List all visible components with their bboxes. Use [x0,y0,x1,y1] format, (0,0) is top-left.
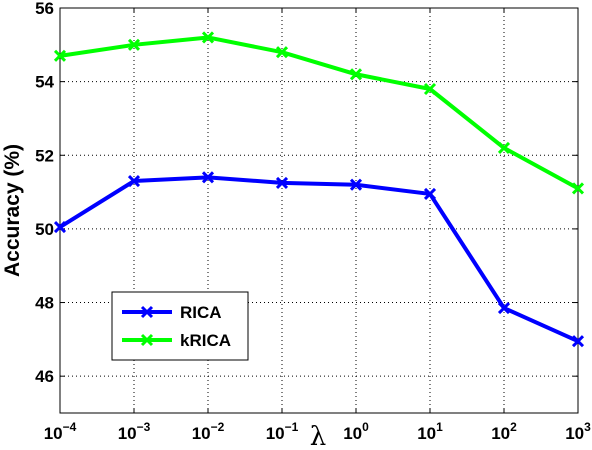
data-point-marker [349,178,363,191]
data-point-marker [127,174,141,188]
x-tick-label: 10−3 [118,420,151,443]
data-point-marker [275,176,289,189]
x-tick-label: 101 [417,420,443,443]
legend-item-rica: RICA [122,303,222,322]
data-point-marker [53,49,67,62]
legend-box [111,291,249,361]
data-point-marker [201,31,215,44]
data-point-marker [53,221,67,234]
series-krica [53,31,585,195]
x-tick-label: 102 [491,420,517,443]
y-tick-label: 48 [35,294,54,313]
data-point-marker [140,333,154,347]
legend: RICA kRICA [111,291,249,361]
y-tick-label: 56 [35,0,54,18]
data-point-marker [127,38,141,51]
axis-ticks: 10−4 10−3 10−2 10−1 100 101 102 103 46 48 50 52 54 56 [35,0,591,443]
x-tick-label: 10−1 [266,420,299,443]
data-point-marker [497,302,511,315]
data-point-marker [423,187,437,200]
data-point-marker [423,82,437,96]
legend-label: kRICA [180,331,231,350]
x-tick-label: 10−4 [44,420,77,443]
x-tick-label: 10−2 [192,420,225,443]
data-point-marker [201,171,215,184]
y-tick-label: 46 [35,367,54,386]
y-tick-label: 52 [35,146,54,165]
plot-frame [59,7,579,414]
data-point-marker [349,68,363,81]
data-point-marker [497,141,511,154]
y-axis-label: Accuracy (%) [1,144,24,277]
series-line [59,35,579,191]
legend-label: RICA [180,303,222,322]
x-axis-label: λ [310,422,326,450]
legend-item-krica: kRICA [122,331,231,350]
x-tick-label: 100 [343,420,369,443]
y-tick-label: 54 [35,73,54,92]
x-tick-label: 103 [565,420,591,443]
y-tick-label: 50 [35,220,54,239]
series-rica [53,171,585,348]
data-point-marker [571,182,585,195]
data-point-marker [571,335,585,348]
data-point-marker [140,305,154,319]
series-line [58,175,579,344]
series [53,31,585,348]
data-point-marker [275,46,289,59]
